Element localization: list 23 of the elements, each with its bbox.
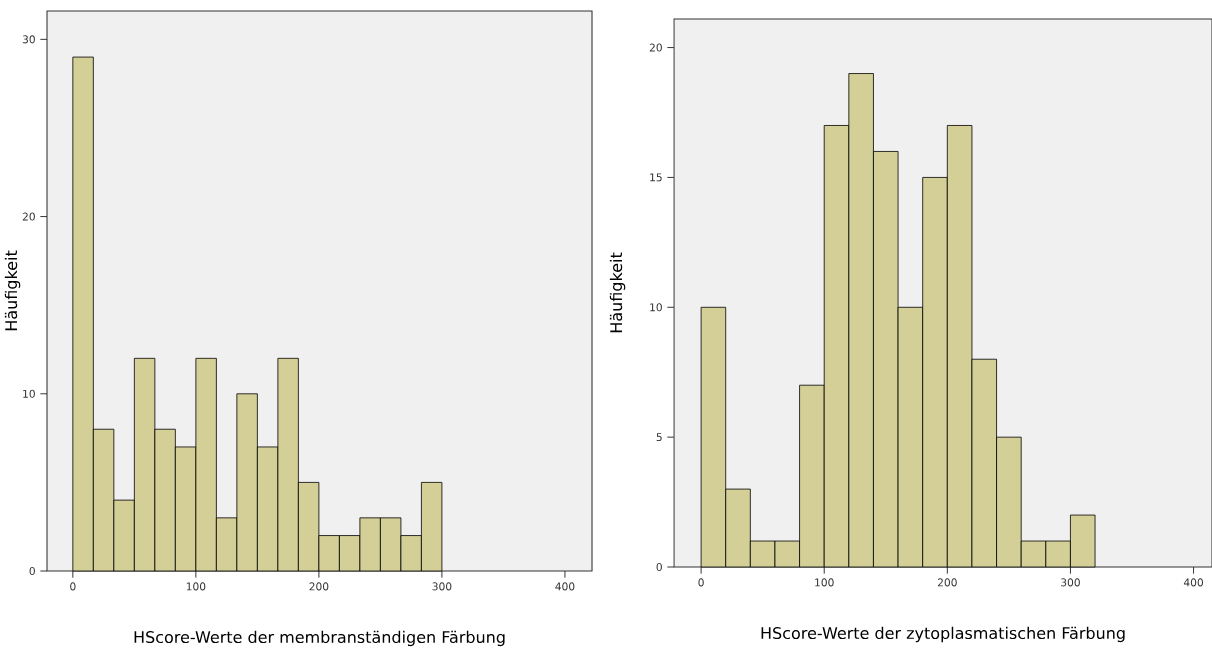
y-tick-label: 20	[22, 212, 35, 221]
y-tick-label: 10	[650, 303, 662, 312]
y-axis-title: Häufigkeit	[4, 250, 21, 331]
x-axis-title: HScore-Werte der zytoplasmatischen Färbung	[761, 626, 1125, 643]
y-tick-label: 15	[650, 173, 662, 182]
y-tick-label: 5	[656, 433, 662, 442]
x-tick-label: 100	[815, 578, 834, 587]
y-tick-label: 0	[656, 562, 662, 572]
x-tick-label: 0	[698, 578, 704, 587]
y-tick-label: 20	[649, 43, 662, 52]
y-axis-title: Häufigkeit	[609, 252, 626, 333]
x-tick-label: 200	[309, 582, 329, 591]
y-tick-label: 30	[22, 35, 35, 44]
x-tick-label: 0	[70, 582, 76, 591]
y-tick-label: 10	[23, 389, 35, 398]
x-tick-label: 400	[1183, 578, 1204, 587]
x-tick-label: 400	[555, 582, 575, 591]
x-tick-label: 300	[1061, 578, 1080, 587]
x-axis-title: HScore-Werte der membranständigen Färbung	[134, 630, 505, 647]
y-tick-label: 0	[29, 566, 35, 576]
x-tick-label: 200	[937, 578, 957, 587]
x-tick-label: 300	[432, 582, 452, 591]
x-tick-label: 100	[186, 582, 206, 591]
